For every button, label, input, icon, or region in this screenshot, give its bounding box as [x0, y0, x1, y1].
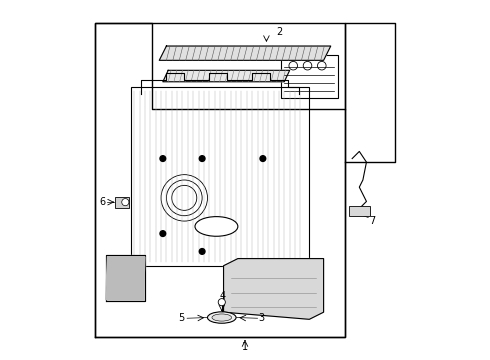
Ellipse shape — [212, 314, 232, 321]
Bar — [281, 55, 338, 98]
Text: 4: 4 — [219, 291, 225, 301]
Polygon shape — [223, 258, 323, 319]
Circle shape — [160, 231, 166, 237]
Text: 2: 2 — [276, 27, 282, 37]
Text: 1: 1 — [242, 342, 248, 352]
Polygon shape — [106, 257, 145, 300]
Text: 3: 3 — [258, 313, 264, 323]
Bar — [95, 23, 345, 337]
Ellipse shape — [195, 217, 238, 236]
Ellipse shape — [207, 312, 236, 323]
Circle shape — [122, 199, 129, 206]
Text: 6: 6 — [99, 197, 105, 207]
Bar — [348, 206, 370, 216]
Circle shape — [199, 156, 205, 161]
Text: 7: 7 — [368, 216, 375, 226]
Circle shape — [199, 249, 205, 254]
Bar — [131, 87, 309, 266]
Circle shape — [218, 298, 225, 306]
Polygon shape — [159, 46, 331, 60]
Bar — [115, 197, 129, 207]
Circle shape — [260, 156, 266, 161]
Polygon shape — [106, 255, 145, 301]
Polygon shape — [163, 70, 290, 82]
Circle shape — [160, 156, 166, 161]
Text: 5: 5 — [178, 313, 185, 323]
